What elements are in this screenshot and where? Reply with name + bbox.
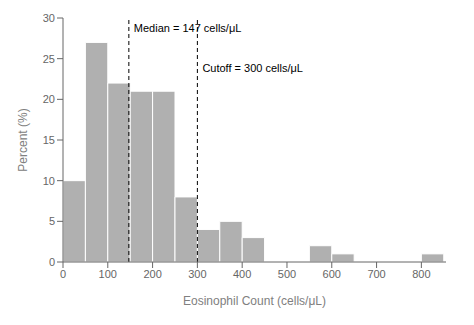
svg-text:500: 500 bbox=[278, 268, 296, 280]
svg-text:Median = 147 cells/μL: Median = 147 cells/μL bbox=[134, 22, 242, 34]
svg-text:5: 5 bbox=[49, 215, 55, 227]
svg-text:30: 30 bbox=[43, 12, 55, 24]
svg-text:10: 10 bbox=[43, 175, 55, 187]
svg-text:800: 800 bbox=[412, 268, 430, 280]
svg-text:15: 15 bbox=[43, 134, 55, 146]
svg-text:200: 200 bbox=[143, 268, 161, 280]
svg-text:700: 700 bbox=[367, 268, 385, 280]
svg-text:600: 600 bbox=[323, 268, 341, 280]
svg-text:100: 100 bbox=[99, 268, 117, 280]
svg-text:20: 20 bbox=[43, 93, 55, 105]
svg-text:Eosinophil Count (cells/μL): Eosinophil Count (cells/μL) bbox=[183, 294, 326, 308]
svg-text:0: 0 bbox=[49, 256, 55, 268]
svg-text:25: 25 bbox=[43, 53, 55, 65]
svg-text:Percent (%): Percent (%) bbox=[16, 108, 30, 171]
svg-text:400: 400 bbox=[233, 268, 251, 280]
svg-text:300: 300 bbox=[188, 268, 206, 280]
svg-text:Cutoff = 300 cells/μL: Cutoff = 300 cells/μL bbox=[202, 62, 303, 74]
svg-text:0: 0 bbox=[60, 268, 66, 280]
